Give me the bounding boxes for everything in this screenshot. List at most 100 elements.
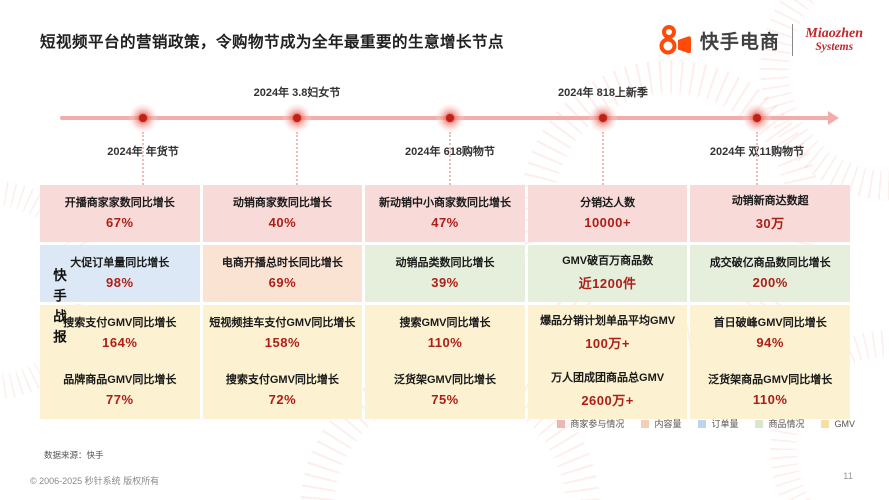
table-row: 大促订单量同比增长 98% 电商开播总时长同比增长 69% 动销品类数同比增长 … bbox=[40, 245, 850, 302]
stat-value: 30万 bbox=[755, 215, 785, 231]
stat-value: 39% bbox=[431, 274, 459, 290]
stat-label: 新动销中小商家数同比增长 bbox=[378, 197, 511, 210]
stat-value: 40% bbox=[268, 214, 297, 230]
legend-label: 内容量 bbox=[654, 419, 682, 429]
table-side-label: 快手战报 bbox=[51, 268, 66, 350]
stat-cell: 动销新商达数超 30万 bbox=[690, 185, 850, 242]
stat-value: 75% bbox=[431, 391, 459, 407]
table-row: 搜索支付GMV同比增长 164% 短视频挂车支付GMV同比增长 158% 搜索G… bbox=[40, 305, 850, 362]
stat-cell: 搜索GMV同比增长 110% bbox=[365, 305, 525, 362]
stat-label: 品牌商品GMV同比增长 bbox=[63, 374, 177, 387]
timeline-connector bbox=[142, 132, 144, 185]
stat-value: 110% bbox=[752, 391, 788, 407]
legend-item: 内容量 bbox=[641, 417, 681, 430]
stat-value: 98% bbox=[106, 274, 134, 290]
timeline-dot bbox=[128, 103, 158, 133]
stat-value: 10000+ bbox=[584, 214, 631, 230]
stat-label: 动销商家数同比增长 bbox=[232, 197, 332, 210]
brand-name: 快手电商 bbox=[699, 31, 780, 53]
stat-cell: 动销品类数同比增长 39% bbox=[365, 245, 525, 302]
battle-report-table: 快手战报 开播商家家数同比增长 67% 动销商家数同比增长 40% 新动销中小商… bbox=[40, 185, 850, 422]
timeline-connector bbox=[756, 132, 758, 185]
stat-label: 动销品类数同比增长 bbox=[395, 257, 495, 270]
timeline-dot bbox=[435, 103, 465, 133]
timeline-event-label: 2024年 3.8妇女节 bbox=[253, 87, 341, 99]
stat-label: 开播商家家数同比增长 bbox=[64, 197, 175, 210]
stat-value: 158% bbox=[264, 334, 301, 350]
stat-value: 164% bbox=[102, 334, 138, 350]
stat-cell: 短视频挂车支付GMV同比增长 158% bbox=[202, 305, 363, 362]
timeline-connector bbox=[449, 132, 451, 185]
stat-label: 成交破亿商品数同比增长 bbox=[709, 257, 831, 270]
stat-cell: 品牌商品GMV同比增长 77% bbox=[40, 362, 200, 419]
page-number: 11 bbox=[843, 471, 853, 482]
legend-item: 订单量 bbox=[698, 417, 738, 430]
legend-swatch bbox=[557, 419, 566, 428]
miaozhen-logo-line2: Systems bbox=[815, 40, 854, 53]
stat-value: 67% bbox=[106, 214, 134, 230]
stat-label: 搜索GMV同比增长 bbox=[399, 317, 491, 330]
legend: 商家参与情况 内容量 订单量 商品情况 GMV bbox=[557, 417, 855, 430]
table-row: 开播商家家数同比增长 67% 动销商家数同比增长 40% 新动销中小商家数同比增… bbox=[40, 185, 850, 242]
stat-cell: GMV破百万商品数 近1200件 bbox=[527, 245, 688, 302]
stat-cell: 新动销中小商家数同比增长 47% bbox=[365, 185, 525, 242]
legend-swatch bbox=[755, 419, 764, 428]
stat-label: GMV破百万商品数 bbox=[562, 255, 654, 268]
timeline-event-label: 2024年 818上新季 bbox=[558, 87, 648, 99]
stat-value: 72% bbox=[268, 391, 297, 407]
kuaishou-logo-icon bbox=[659, 25, 691, 55]
stat-cell: 首日破峰GMV同比增长 94% bbox=[690, 305, 850, 362]
stat-value: 近1200件 bbox=[578, 275, 637, 291]
legend-swatch bbox=[821, 419, 830, 428]
stat-label: 动销新商达数超 bbox=[731, 195, 809, 208]
stat-value: 100万+ bbox=[585, 335, 630, 351]
stat-label: 电商开播总时长同比增长 bbox=[221, 257, 343, 270]
data-source-note: 数据来源：快手 bbox=[44, 450, 104, 460]
stat-label: 短视频挂车支付GMV同比增长 bbox=[209, 317, 356, 330]
legend-swatch bbox=[641, 419, 650, 428]
stat-cell: 泛货架商品GMV同比增长 110% bbox=[690, 362, 850, 419]
stat-value: 47% bbox=[431, 214, 459, 230]
stat-label: 泛货架商品GMV同比增长 bbox=[708, 374, 833, 387]
legend-label: 商品情况 bbox=[768, 419, 805, 429]
stat-label: 泛货架GMV同比增长 bbox=[393, 374, 497, 387]
stat-cell: 开播商家家数同比增长 67% bbox=[40, 185, 200, 242]
stat-cell: 分销达人数 10000+ bbox=[527, 185, 688, 242]
legend-swatch bbox=[698, 419, 707, 428]
stat-cell: 成交破亿商品数同比增长 200% bbox=[690, 245, 850, 302]
stat-value: 69% bbox=[268, 274, 297, 290]
stat-value: 2600万+ bbox=[581, 392, 634, 408]
stat-cell: 搜索支付GMV同比增长 72% bbox=[202, 362, 363, 419]
stat-label: 大促订单量同比增长 bbox=[70, 257, 170, 270]
timeline: 2024年 年货节 2024年 3.8妇女节 2024年 618购物节 2024… bbox=[0, 0, 889, 190]
stat-cell: 电商开播总时长同比增长 69% bbox=[202, 245, 363, 302]
stat-label: 分销达人数 bbox=[580, 197, 636, 210]
stat-cell: 万人团成团商品总GMV 2600万+ bbox=[527, 362, 688, 419]
legend-label: 商家参与情况 bbox=[570, 419, 625, 429]
stat-label: 爆品分销计划单品平均GMV bbox=[540, 315, 676, 328]
stat-cell: 泛货架GMV同比增长 75% bbox=[365, 362, 525, 419]
table-row: 品牌商品GMV同比增长 77% 搜索支付GMV同比增长 72% 泛货架GMV同比… bbox=[40, 362, 850, 419]
timeline-arrow-icon bbox=[828, 111, 839, 125]
timeline-dot bbox=[742, 103, 772, 133]
legend-item: 商品情况 bbox=[755, 417, 804, 430]
copyright-note: © 2006-2025 秒针系统 版权所有 bbox=[30, 476, 160, 486]
stat-cell: 动销商家数同比增长 40% bbox=[202, 185, 363, 242]
stat-cell: 大促订单量同比增长 98% bbox=[40, 245, 200, 302]
timeline-dot bbox=[282, 103, 312, 133]
logo-divider bbox=[791, 24, 794, 56]
stat-value: 110% bbox=[427, 334, 463, 350]
stat-label: 搜索支付GMV同比增长 bbox=[225, 374, 339, 387]
stat-cell: 搜索支付GMV同比增长 164% bbox=[40, 305, 200, 362]
page-title: 短视频平台的营销政策，令购物节成为全年最重要的生意增长节点 bbox=[40, 34, 505, 51]
timeline-connector bbox=[296, 132, 298, 185]
legend-label: 订单量 bbox=[711, 419, 739, 429]
stat-value: 200% bbox=[752, 274, 788, 290]
timeline-connector bbox=[602, 132, 604, 185]
legend-item: GMV bbox=[821, 419, 855, 429]
legend-item: 商家参与情况 bbox=[557, 417, 624, 430]
stat-label: 搜索支付GMV同比增长 bbox=[63, 317, 177, 330]
timeline-dot bbox=[588, 103, 618, 133]
header-logos: 快手电商 Miaozhen Systems bbox=[658, 24, 863, 56]
